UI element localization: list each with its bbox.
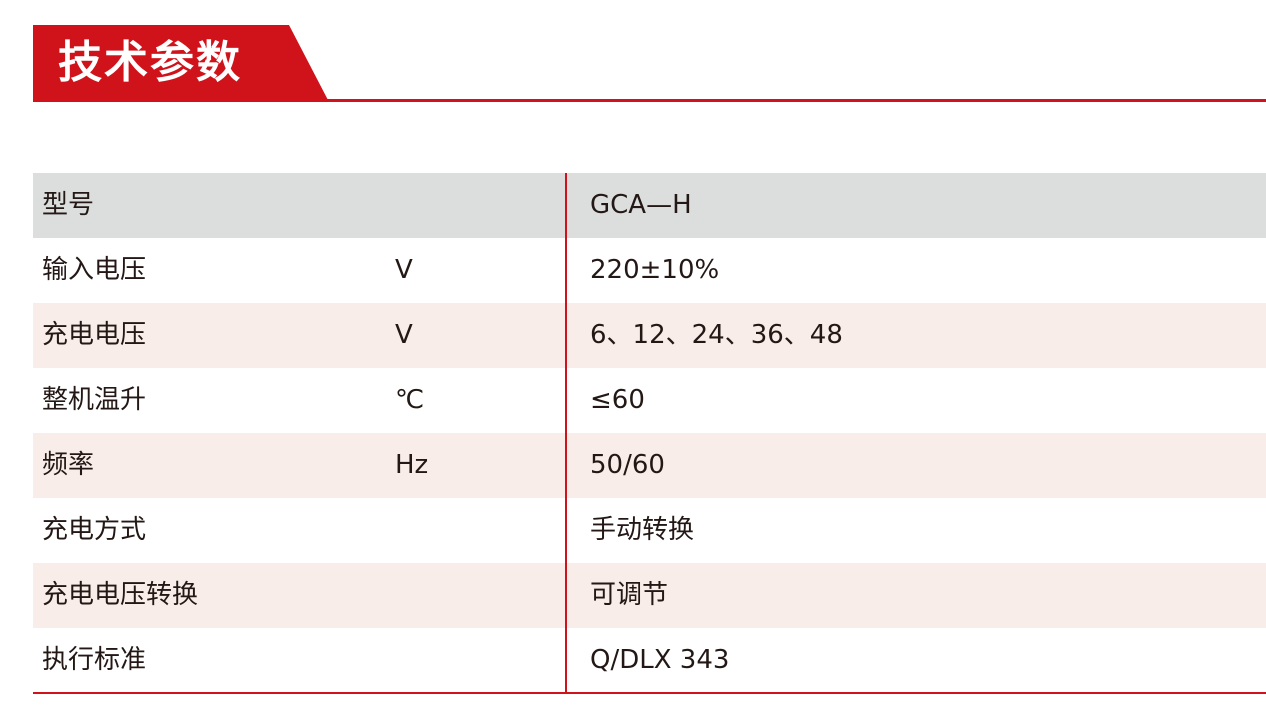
- table-row: 整机温升 ℃ ≤60: [33, 368, 1266, 433]
- row-value: 可调节: [590, 580, 669, 610]
- header-label: 型号: [42, 190, 95, 220]
- page-title: 技术参数: [58, 37, 242, 88]
- spec-table: 型号 GCA—H 输入电压 V 220±10% 充电电压 V 6、12、24、3…: [33, 173, 1266, 694]
- table-bottom-rule: [33, 692, 1266, 694]
- table-row: 充电方式 手动转换: [33, 498, 1266, 563]
- table-row: 输入电压 V 220±10%: [33, 238, 1266, 303]
- header-value: GCA—H: [590, 190, 692, 220]
- row-value: 6、12、24、36、48: [590, 320, 843, 350]
- table-row: 充电电压 V 6、12、24、36、48: [33, 303, 1266, 368]
- row-value: Q/DLX 343: [590, 645, 730, 675]
- row-label: 整机温升: [42, 385, 147, 415]
- row-label: 执行标准: [42, 645, 147, 675]
- row-unit: V: [395, 255, 413, 285]
- row-value: 手动转换: [590, 515, 695, 545]
- row-unit: Hz: [395, 450, 429, 480]
- table-header-row: 型号 GCA—H: [33, 173, 1266, 238]
- row-label: 频率: [42, 450, 95, 480]
- row-label: 输入电压: [42, 255, 147, 285]
- row-unit: ℃: [395, 385, 425, 415]
- title-banner: [33, 25, 329, 102]
- row-label: 充电电压转换: [42, 580, 199, 610]
- table-row: 执行标准 Q/DLX 343: [33, 628, 1266, 693]
- table-row: 充电电压转换 可调节: [33, 563, 1266, 628]
- column-divider: [565, 173, 567, 693]
- title-underline: [268, 99, 1266, 102]
- row-unit: V: [395, 320, 413, 350]
- row-value: 50/60: [590, 450, 665, 480]
- row-label: 充电电压: [42, 320, 147, 350]
- table-row: 频率 Hz 50/60: [33, 433, 1266, 498]
- row-label: 充电方式: [42, 515, 147, 545]
- row-value: ≤60: [590, 385, 645, 415]
- row-value: 220±10%: [590, 255, 720, 285]
